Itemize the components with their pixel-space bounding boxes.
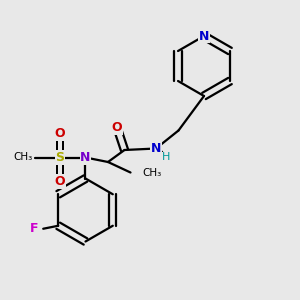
Text: S: S <box>56 151 64 164</box>
Text: O: O <box>55 175 65 188</box>
Text: N: N <box>151 142 161 155</box>
Text: O: O <box>112 121 122 134</box>
Text: CH₃: CH₃ <box>142 167 162 178</box>
Text: N: N <box>199 29 209 43</box>
Text: H: H <box>162 152 171 163</box>
Text: O: O <box>55 127 65 140</box>
Text: F: F <box>30 222 39 235</box>
Text: CH₃: CH₃ <box>14 152 33 163</box>
Text: N: N <box>80 151 91 164</box>
